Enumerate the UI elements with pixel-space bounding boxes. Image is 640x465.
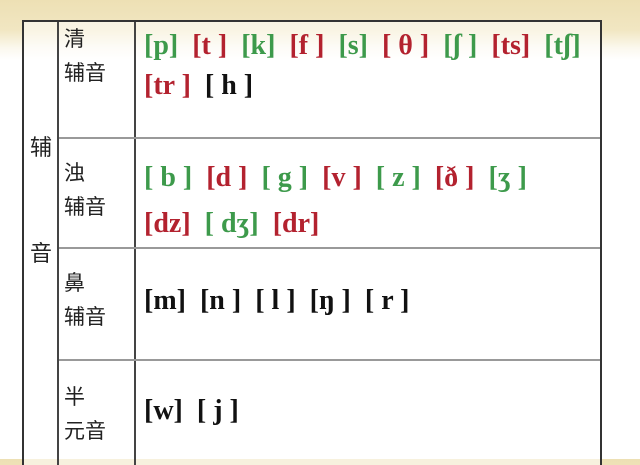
row-divider [59,137,600,139]
phonetic-symbol: [ʃ ] [443,30,478,61]
label-line: 辅音 [64,305,106,329]
phonetic-symbol: [w] [144,395,183,426]
symbol-line: [ b ] [d ] [ g ] [v ] [ z ] [ð ] [ʒ ] [dz] [ dʒ]… [144,155,596,247]
phonetic-symbol: [v ] [322,162,362,193]
phonetic-symbol: [dz] [144,208,191,239]
phonetic-symbol: [ z ] [375,162,421,193]
voiced-cell: [ b ] [d ] [ g ] [v ] [ z ] [ð ] [ʒ ] [dz] [ dʒ]… [144,155,596,247]
phonetic-symbol: [ʒ ] [488,162,528,193]
consonant-table: 辅 音 清辅音 浊辅音 鼻辅音 半元音 [p] [t ] [k] [f ] [s][ θ… [22,20,602,465]
row-divider [59,247,600,249]
column-divider [57,22,59,465]
column-divider [134,22,136,465]
semivowel-cell: [w] [ j ] [144,392,596,430]
phonetic-symbol: [tr ] [144,70,191,101]
phonetic-symbol: [k] [241,30,276,61]
category-char: 辅 [30,136,53,161]
phonetic-symbol: [ l ] [255,285,296,316]
phonetic-symbol: [m] [144,285,186,316]
row-label-voiced: 浊辅音 [64,156,134,224]
phonetic-symbol: [ts] [491,30,531,61]
nasal-cell: [m] [n ] [ l ] [ŋ ] [ r ] [144,282,596,320]
label-line: 鼻 [64,271,85,295]
phonetic-symbol: [t ] [192,30,228,61]
phonetic-symbol: [ŋ ] [309,285,351,316]
symbol-line: [w] [ j ] [144,392,596,430]
phonetic-symbol: [ j ] [196,395,239,426]
label-line: 半 [64,385,85,409]
row-label-semivowel: 半元音 [64,380,134,448]
phonetic-symbol: [f ] [289,30,325,61]
phonetic-symbol: [tʃ] [544,30,581,61]
voiceless-cell: [p] [t ] [k] [f ] [s][ θ ] [ʃ ] [ts] [tʃ] [tr ][… [144,28,596,104]
label-line: 辅音 [64,195,106,219]
symbol-line: [p] [t ] [k] [f ] [s] [ θ ] [ʃ ] [ts] [tʃ] [144,28,596,64]
label-line: 元音 [64,419,106,443]
row-label-voiceless: 清辅音 [64,22,134,90]
phonetic-symbol: [ dʒ] [204,208,259,239]
symbol-line: [m] [n ] [ l ] [ŋ ] [ r ] [144,282,596,320]
category-char: 音 [30,242,53,267]
label-line: 浊 [64,161,85,185]
label-line: 辅音 [64,61,106,85]
phonetic-symbol: [n ] [199,285,242,316]
phonetic-symbol: [ r ] [364,285,410,316]
phonetic-symbol: [p] [144,30,179,61]
phonetic-symbol: [ h ] [204,70,254,101]
phonetic-symbol: [ð ] [434,162,475,193]
phonetic-symbol: [ g ] [261,162,309,193]
phonetic-symbol: [ b ] [144,162,193,193]
label-line: 清 [64,27,85,51]
phonetic-symbol: [d ] [206,162,248,193]
row-label-nasal: 鼻辅音 [64,266,134,334]
phonetic-symbol: [dr] [272,208,320,239]
symbol-line: [tr ] [ h ] [144,68,596,104]
phonetic-symbol: [ θ ] [381,30,430,61]
row-divider [59,359,600,361]
phonetic-symbol: [s] [338,30,368,61]
